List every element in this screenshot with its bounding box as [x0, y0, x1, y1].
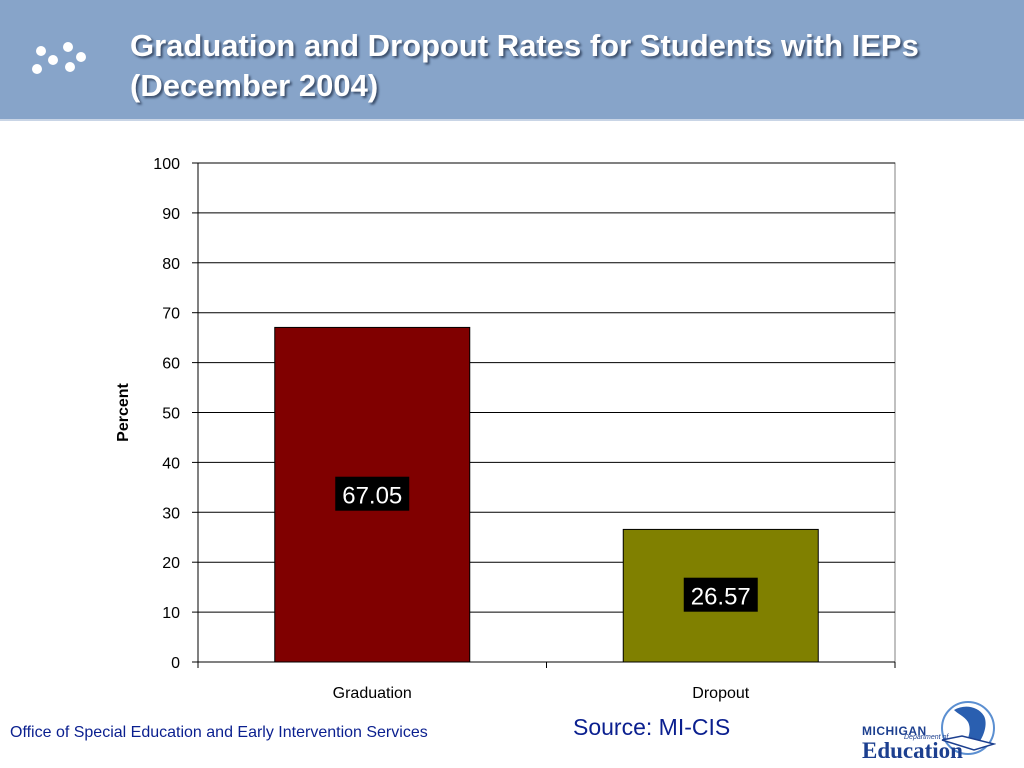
y-tick-label: 60: [162, 356, 180, 373]
bar-chart: 0 10 20 30 40 50 60 70 80 90 100 Percent 67.05 Gradua…: [115, 156, 896, 702]
y-tick-label: 40: [162, 455, 180, 472]
michigan-state-logo-icon: [941, 701, 996, 755]
y-tick-label: 90: [162, 206, 180, 223]
y-tick-label: 100: [153, 156, 180, 173]
y-tick-label: 70: [162, 306, 180, 323]
y-tick-label: 20: [162, 555, 180, 572]
office-name: Office of Special Education and Early In…: [10, 724, 428, 741]
title-line-2: (December 2004): [130, 68, 379, 103]
data-label-box: [683, 577, 758, 612]
x-tick-label: Graduation: [333, 685, 412, 702]
y-tick-label: 50: [162, 406, 180, 423]
x-tick-label: Dropout: [692, 685, 749, 702]
slide-title: Graduation and Dropout Rates for Student…: [130, 26, 1010, 106]
y-tick-label: 0: [171, 655, 180, 672]
title-line-1: Graduation and Dropout Rates for Student…: [130, 28, 919, 63]
slide-header: Graduation and Dropout Rates for Student…: [0, 0, 1024, 121]
y-tick-label: 10: [162, 605, 180, 622]
data-label-box: [335, 476, 410, 511]
dots-decoration-icon: [30, 40, 90, 80]
data-label: 26.57: [691, 584, 751, 611]
data-label: 67.05: [342, 483, 402, 510]
michigan-education-logo: MICHIGAN Department of Education: [858, 700, 998, 764]
source-note: Source: MI-CIS: [573, 714, 731, 740]
y-axis-title: Percent: [115, 382, 132, 441]
y-tick-label: 80: [162, 256, 180, 273]
y-tick-label: 30: [162, 505, 180, 522]
logo-education: Education: [862, 738, 963, 763]
logo-state: MICHIGAN: [862, 724, 927, 738]
logo-department: Department of: [904, 734, 949, 741]
